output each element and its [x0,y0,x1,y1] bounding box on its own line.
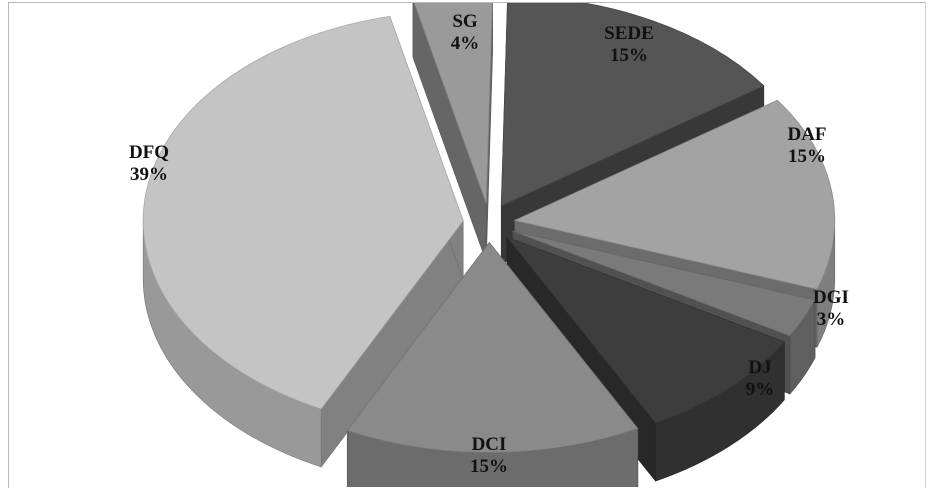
slice-value-sede: 15% [610,45,648,66]
slice-label-daf: DAF [787,124,826,145]
slice-label-sg: SG [452,11,478,32]
slice-label-dci: DCI [472,434,507,455]
slice-value-dci: 15% [470,456,508,477]
slice-label-sede: SEDE [604,23,654,44]
slice-value-sg: 4% [451,33,480,54]
slice-label-dj: DJ [748,357,771,378]
slice-value-dj: 9% [746,379,775,400]
pie-slice-dfq [142,15,464,468]
slice-value-dfq: 39% [130,164,168,185]
pie-slice-sg [412,3,493,262]
slice-value-dgi: 3% [817,309,846,330]
slice-value-daf: 15% [788,146,826,167]
pie-slice-dci [346,241,639,487]
slice-label-dgi: DGI [813,287,849,308]
slice-label-dfq: DFQ [129,142,169,163]
chart-frame: SEDE 15% DAF 15% DGI 3% DJ 9% DCI 15% DFQ 39% SG 4% [8,2,926,488]
